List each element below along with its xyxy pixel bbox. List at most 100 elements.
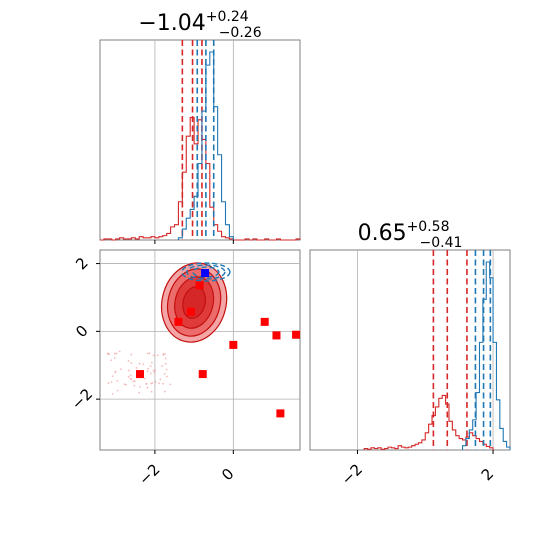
sample-dot — [138, 391, 141, 394]
sample-dot — [113, 352, 116, 355]
red-square-point — [198, 370, 207, 379]
sample-dot — [139, 385, 142, 388]
panel-bottom-left: −2 0 −2 0 2 — [68, 249, 301, 489]
red-square-point — [186, 307, 195, 316]
y-tick-label: 0 — [72, 322, 91, 341]
sample-dot — [150, 390, 153, 393]
sample-dot — [152, 354, 155, 357]
grid-bottom-left — [100, 250, 300, 450]
sample-dot — [153, 371, 156, 374]
sample-dot — [108, 353, 111, 356]
contours — [160, 262, 231, 343]
sample-dot — [146, 370, 149, 373]
y-tick-label: 2 — [72, 254, 91, 273]
sample-dot — [127, 375, 130, 378]
sample-dot — [162, 382, 165, 385]
sample-dot — [154, 369, 157, 372]
sample-dot — [165, 368, 168, 371]
sample-dot — [162, 353, 165, 355]
sample-dot — [163, 372, 166, 375]
sample-dot — [146, 386, 149, 389]
sample-dot — [127, 369, 130, 372]
histogram-step — [461, 261, 511, 450]
panel-bottom-right: 0.65+0.58 −0.41 −2 2 — [309, 219, 511, 489]
sample-dot — [161, 365, 163, 367]
sample-dot — [164, 362, 167, 365]
x-tick-label: −2 — [338, 460, 366, 488]
sample-dot — [159, 378, 162, 381]
sample-dot — [107, 382, 110, 385]
sample-dot — [127, 360, 130, 362]
sample-dot — [133, 380, 136, 382]
sample-dot — [143, 377, 146, 380]
blue-contour — [181, 262, 231, 282]
sample-dot — [147, 367, 150, 370]
histogram-step — [100, 117, 301, 241]
panel-title-bottom-right: 0.65+0.58 −0.41 — [358, 219, 463, 251]
sample-dot — [149, 372, 152, 375]
sample-dot — [129, 378, 132, 380]
panel-title-top-left: −1.04+0.24 −0.26 — [138, 9, 261, 41]
sample-dot — [115, 352, 118, 355]
histogram-step — [363, 394, 494, 450]
ticks-bottom-right: −2 2 — [338, 450, 497, 489]
sample-dot — [129, 374, 132, 377]
sample-dot — [130, 353, 133, 356]
truth-point — [201, 269, 210, 278]
sample-dot — [148, 352, 151, 355]
sample-dot — [123, 383, 126, 386]
panel-top-left: −1.04+0.24 −0.26 — [99, 9, 301, 244]
sample-dot — [120, 368, 122, 371]
red-square-point — [174, 317, 183, 326]
red-square-point — [292, 330, 301, 339]
sample-dot — [113, 357, 116, 359]
sample-dot — [145, 382, 148, 385]
sample-dot — [116, 389, 119, 392]
sample-dot — [169, 383, 172, 386]
sample-dot — [110, 359, 113, 362]
axes-frame-bottom-right — [309, 249, 511, 451]
y-tick-label: −2 — [68, 385, 96, 413]
sample-dot — [164, 357, 167, 360]
grid-top-left — [154, 40, 234, 240]
sample-cloud — [106, 350, 172, 395]
sample-dot — [150, 361, 153, 364]
sample-dot — [111, 393, 114, 395]
sample-dot — [142, 363, 145, 366]
red-square-point — [272, 331, 281, 340]
blue-contour — [192, 266, 220, 278]
red-square-point — [260, 317, 269, 326]
sample-dot — [133, 384, 136, 387]
sample-dot — [111, 375, 114, 378]
sample-dot — [154, 381, 157, 383]
sample-dot — [135, 367, 138, 369]
sample-dot — [150, 382, 152, 385]
blue-contour — [186, 264, 226, 280]
sample-dot — [165, 375, 168, 378]
axes-frame-top-left — [99, 39, 301, 241]
x-tick-label: −2 — [135, 460, 163, 488]
sample-dot — [138, 362, 141, 365]
sample-dot — [132, 380, 135, 383]
sample-dot — [146, 352, 149, 355]
sample-dot — [152, 369, 155, 372]
red-square-point — [136, 370, 144, 379]
red-square-point — [276, 409, 285, 418]
sample-dot — [158, 382, 160, 385]
series-top-left — [100, 40, 301, 241]
red-square-point — [195, 281, 204, 290]
x-tick-label: 0 — [218, 465, 237, 484]
sample-dot — [114, 371, 117, 374]
sample-dot — [118, 350, 121, 353]
ticks-top-left — [154, 240, 234, 244]
sample-dot — [125, 383, 127, 386]
points — [136, 269, 301, 418]
axes-frame-bottom-left — [99, 249, 301, 451]
x-tick-label: 2 — [478, 465, 497, 484]
sample-dot — [116, 380, 119, 382]
sample-dot — [156, 354, 159, 357]
sample-dot — [110, 381, 113, 383]
sample-dot — [164, 353, 166, 355]
series-bottom-right — [363, 250, 511, 450]
